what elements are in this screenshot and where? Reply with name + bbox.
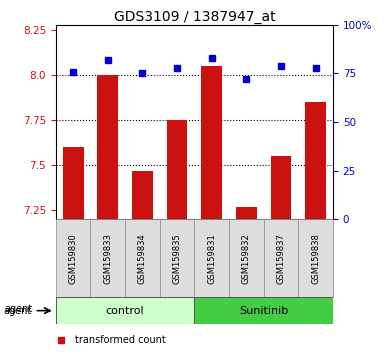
Bar [194,219,229,297]
Bar [305,102,326,219]
Bar [236,207,257,219]
Bar [160,219,194,297]
Text: GSM159834: GSM159834 [138,233,147,284]
Bar [90,219,125,297]
Bar [167,120,187,219]
Text: GSM159831: GSM159831 [207,233,216,284]
Text: GSM159832: GSM159832 [242,233,251,284]
Bar [298,219,333,297]
Text: control: control [106,306,144,316]
Bar [56,297,194,324]
Bar [264,219,298,297]
Text: agent: agent [4,306,32,316]
Bar [97,75,118,219]
Bar [229,219,264,297]
Text: GSM159830: GSM159830 [69,233,78,284]
Title: GDS3109 / 1387947_at: GDS3109 / 1387947_at [114,10,275,24]
Bar [125,219,160,297]
Text: transformed count: transformed count [75,335,166,346]
Text: GSM159838: GSM159838 [311,233,320,284]
Text: agent: agent [5,304,33,314]
Bar [56,219,90,297]
Text: GSM159837: GSM159837 [276,233,286,284]
Text: GSM159833: GSM159833 [103,233,112,284]
Text: Sunitinib: Sunitinib [239,306,288,316]
Text: GSM159835: GSM159835 [172,233,182,284]
Bar [132,171,153,219]
Bar [201,66,222,219]
Bar [63,147,84,219]
Bar [194,297,333,324]
Bar [271,156,291,219]
